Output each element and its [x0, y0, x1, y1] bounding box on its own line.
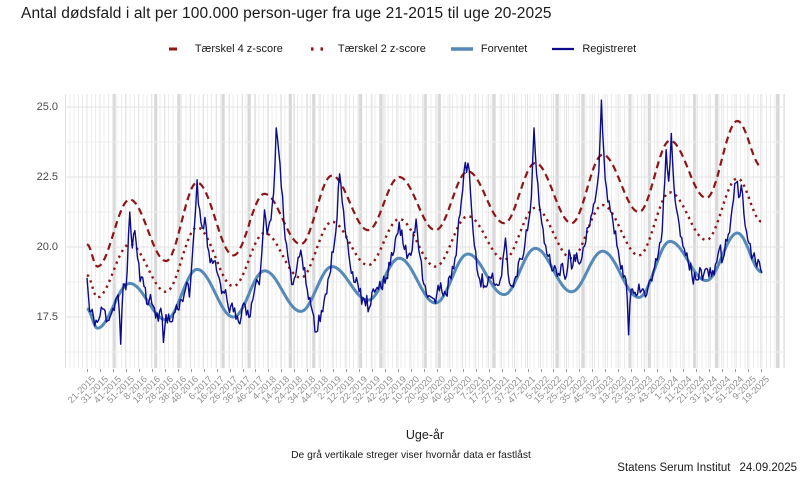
thin-line-key-icon	[552, 47, 575, 51]
x-tick-mark	[475, 369, 477, 372]
thick-line-key-icon	[450, 47, 473, 51]
caption: De grå vertikale streger viser hvornår d…	[291, 450, 531, 461]
plot-panel	[65, 94, 785, 368]
data-freeze-line	[423, 94, 427, 368]
x-tick-mark	[307, 369, 309, 372]
data-freeze-line	[288, 94, 292, 368]
legend-label: Registreret	[582, 43, 637, 55]
data-freeze-line	[492, 94, 496, 368]
x-tick-mark	[138, 369, 140, 372]
x-tick-mark	[488, 369, 490, 372]
x-tick-mark	[618, 369, 620, 372]
x-tick-mark	[255, 369, 257, 372]
x-tick-mark	[592, 369, 594, 372]
x-tick-mark	[449, 369, 451, 372]
x-tick-mark	[747, 369, 749, 372]
x-tick-mark	[359, 369, 361, 372]
legend-label: Tærskel 4 z-score	[194, 43, 283, 55]
x-tick-mark	[605, 369, 607, 372]
x-tick-mark	[100, 369, 101, 372]
data-freeze-line	[358, 94, 362, 368]
x-tick-mark	[125, 369, 127, 372]
x-tick-mark	[190, 369, 192, 372]
footer-date: 24.09.2025	[739, 462, 797, 474]
x-tick-mark	[514, 369, 516, 372]
legend-item-registered: Registreret	[551, 43, 636, 55]
dashed-line-key-icon	[168, 47, 183, 51]
x-tick-mark	[734, 369, 736, 372]
x-tick-mark	[164, 369, 166, 372]
data-freeze-line	[379, 94, 383, 368]
x-tick-mark	[372, 369, 373, 372]
x-tick-mark	[721, 369, 723, 372]
legend-label: Tærskel 2 z-score	[337, 43, 426, 55]
data-freeze-line	[112, 94, 116, 368]
x-tick-mark	[320, 369, 322, 372]
y-tick-label: 22.5	[36, 171, 58, 183]
x-axis-title: Uge-år	[405, 428, 445, 442]
y-tick-label: 20.0	[36, 241, 58, 253]
series-registered-line	[86, 99, 763, 345]
series-threshold4-line	[86, 119, 763, 268]
data-freeze-line	[154, 94, 158, 368]
x-tick-mark	[501, 369, 503, 372]
x-tick-mark	[268, 369, 270, 372]
x-tick-mark	[177, 369, 179, 372]
series-threshold2-line	[86, 177, 763, 299]
data-freeze-line	[715, 94, 719, 368]
legend-item-threshold4: Tærskel 4 z-score	[164, 43, 283, 55]
x-tick-mark	[566, 369, 568, 372]
data-freeze-line	[247, 94, 251, 368]
x-tick-mark	[203, 369, 205, 372]
x-tick-mark	[436, 369, 438, 372]
data-freeze-line	[628, 94, 632, 368]
x-tick-mark	[242, 369, 244, 372]
chart-title: Antal dødsfald i alt per 100.000 person-…	[21, 5, 552, 22]
x-tick-mark	[579, 369, 581, 372]
y-tick-label: 17.5	[36, 311, 58, 323]
x-tick-mark	[631, 369, 633, 372]
data-freeze-line	[437, 94, 441, 368]
footer: Statens Serum Institut 24.09.2025	[617, 462, 797, 474]
x-tick-mark	[683, 369, 684, 372]
x-tick-mark	[346, 369, 348, 372]
x-tick-mark	[294, 369, 296, 372]
x-tick-mark	[553, 369, 555, 372]
x-tick-mark	[695, 369, 697, 372]
x-tick-mark	[112, 369, 114, 372]
data-freeze-line	[776, 94, 780, 368]
x-tick-mark	[229, 369, 231, 372]
x-tick-mark	[657, 369, 659, 372]
x-tick-mark	[462, 369, 464, 372]
x-tick-mark	[527, 369, 529, 372]
chart-canvas	[65, 94, 785, 368]
dotted-line-key-icon	[310, 47, 328, 51]
data-freeze-line	[221, 94, 225, 368]
x-tick-mark	[410, 369, 412, 372]
data-freeze-line	[555, 94, 559, 368]
x-tick-mark	[385, 369, 386, 372]
data-freeze-line	[647, 94, 651, 368]
legend-item-threshold2: Tærskel 2 z-score	[307, 43, 426, 55]
legend: Tærskel 4 z-score Tærskel 2 z-score Forv…	[0, 40, 800, 58]
x-tick-mark	[216, 369, 218, 372]
data-freeze-line	[312, 94, 316, 368]
x-tick-mark	[708, 369, 710, 372]
x-tick-mark	[151, 369, 153, 372]
legend-item-expected: Forventet	[450, 43, 527, 55]
x-tick-mark	[760, 369, 762, 372]
x-tick-mark	[333, 369, 335, 372]
x-tick-mark	[644, 369, 646, 372]
x-tick-mark	[670, 369, 671, 372]
x-tick-mark	[281, 369, 283, 372]
footer-source: Statens Serum Institut	[617, 462, 731, 474]
x-tick-mark	[540, 369, 542, 372]
x-tick-mark	[423, 369, 425, 372]
legend-label: Forventet	[480, 43, 528, 55]
y-tick-label: 25.0	[36, 101, 58, 113]
x-tick-mark	[87, 369, 88, 372]
data-freeze-line	[581, 94, 585, 368]
x-tick-mark	[397, 369, 399, 372]
